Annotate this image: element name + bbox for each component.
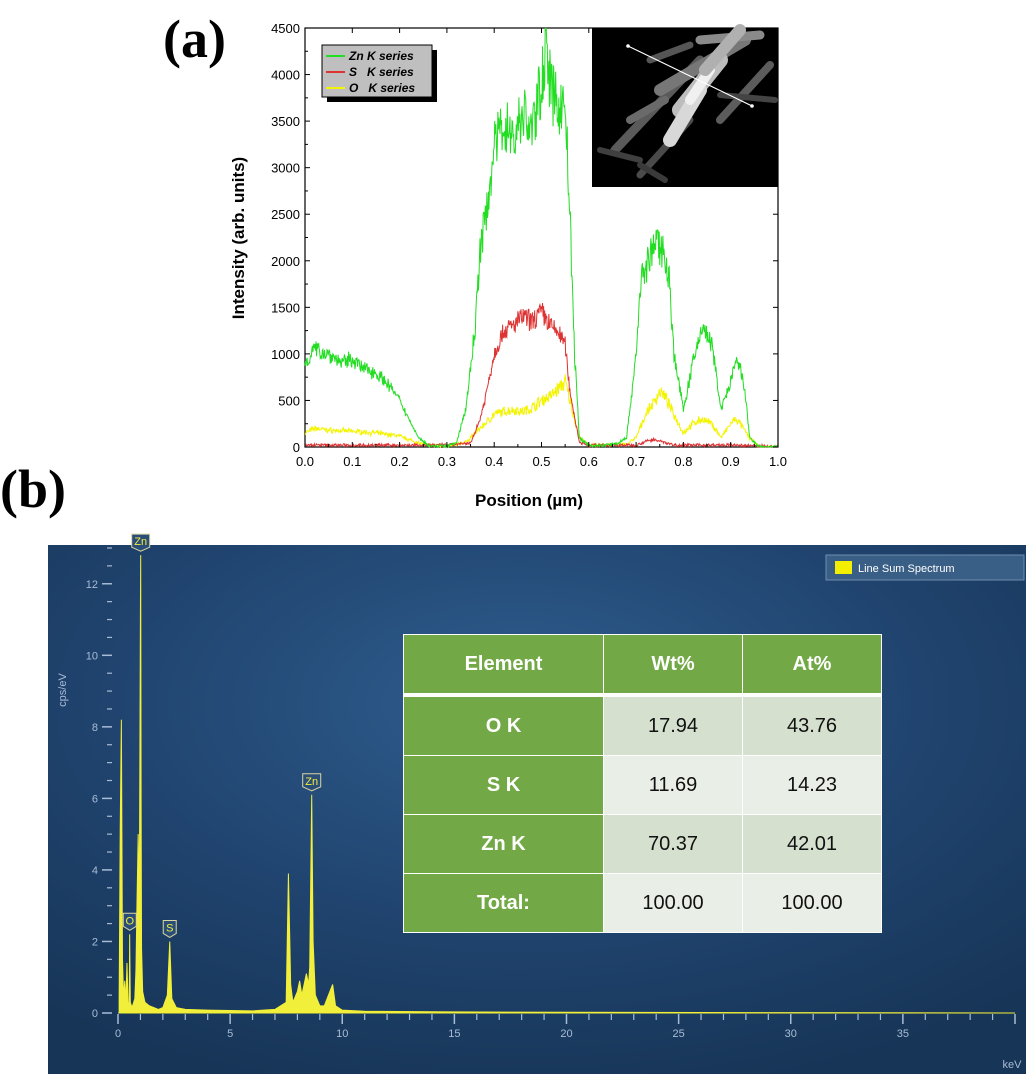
row-wt: 100.00	[603, 873, 743, 933]
spectrum-x-tick: 20	[560, 1028, 572, 1040]
row-wt: 17.94	[603, 694, 743, 756]
spectrum-x-tick: 5	[227, 1028, 233, 1040]
row-at: 14.23	[742, 755, 882, 815]
spectrum-y-tick: 4	[92, 865, 98, 877]
spectrum-x-tick: 25	[673, 1028, 685, 1040]
x-tick-label: 0.5	[532, 454, 550, 469]
row-element: S K	[403, 755, 604, 815]
spectrum-legend: Line Sum Spectrum	[825, 554, 1025, 581]
composition-table: Element Wt% At% O K 17.94 43.76 S K 11.6…	[403, 634, 882, 933]
peak-label: Zn	[302, 773, 322, 792]
series-line-1	[304, 302, 779, 449]
spectrum-x-tick: 10	[336, 1028, 348, 1040]
legend-a: Zn K series S K series O K series	[321, 44, 437, 102]
y-tick-label: 500	[278, 393, 300, 408]
y-tick-label: 2000	[271, 254, 300, 269]
spectrum-x-tick: 15	[448, 1028, 460, 1040]
row-wt: 11.69	[603, 755, 743, 815]
x-tick-label: 0.2	[391, 454, 409, 469]
spectrum-y-tick: 10	[86, 650, 98, 662]
header-wt: Wt%	[603, 634, 743, 697]
spectrum-y-tick: 0	[92, 1008, 98, 1020]
table-header-row: Element Wt% At%	[403, 634, 882, 697]
row-at: 100.00	[742, 873, 882, 933]
x-axis-title: Position (µm)	[475, 491, 583, 510]
y-tick-label: 3000	[271, 161, 300, 176]
spectrum-peak-labels: Zn O S Zn	[122, 533, 322, 939]
svg-text:Zn: Zn	[305, 776, 318, 788]
panel-a-label: (a)	[163, 9, 226, 69]
spectrum-legend-label: Line Sum Spectrum	[858, 563, 955, 575]
peak-label: O	[122, 912, 137, 931]
peak-label: Zn	[131, 533, 151, 552]
header-element: Element	[403, 634, 604, 697]
y-tick-label: 3500	[271, 114, 300, 129]
spectrum-y-tick: 2	[92, 936, 98, 948]
y-tick-label: 4500	[271, 21, 300, 36]
row-element: O K	[403, 694, 604, 756]
x-tick-label: 0.0	[296, 454, 314, 469]
x-tick-label: 0.8	[674, 454, 692, 469]
x-tick-label: 0.1	[343, 454, 361, 469]
series-line-2	[304, 374, 779, 449]
table-row: S K 11.69 14.23	[403, 755, 882, 815]
x-tick-label: 1.0	[769, 454, 787, 469]
table-row: Total: 100.00 100.00	[403, 873, 882, 933]
spectrum-y-label: cps/eV	[57, 673, 69, 707]
spectrum-x-label: keV	[1003, 1059, 1023, 1071]
y-tick-label: 2500	[271, 207, 300, 222]
axis-ticks-a: 0.0 0.1 0.2 0.3 0.4 0.5 0.6 0.7 0.8 0.9 1.0 0 500 100…	[271, 21, 787, 469]
table-row: Zn K 70.37 42.01	[403, 814, 882, 874]
line-profile-chart: 0.0 0.1 0.2 0.3 0.4 0.5 0.6 0.7 0.8 0.9 1.0 0 500 100…	[229, 21, 787, 510]
table-row: O K 17.94 43.76	[403, 694, 882, 756]
line-series-group	[304, 27, 779, 449]
peak-label: S	[162, 919, 177, 939]
legend-o: O K series	[349, 81, 415, 95]
x-tick-label: 0.4	[485, 454, 503, 469]
spectrum-x-tick: 0	[115, 1028, 121, 1040]
y-axis-title: Intensity (arb. units)	[229, 157, 248, 319]
sem-inset-image	[592, 24, 778, 187]
spectrum-y-tick: 8	[92, 722, 98, 734]
legend-s: S K series	[349, 65, 414, 79]
y-tick-label: 1500	[271, 300, 300, 315]
row-element: Total:	[403, 873, 604, 933]
row-at: 42.01	[742, 814, 882, 874]
row-wt: 70.37	[603, 814, 743, 874]
row-element: Zn K	[403, 814, 604, 874]
spectrum-x-tick: 30	[785, 1028, 797, 1040]
legend-zn: Zn K series	[348, 49, 414, 63]
x-tick-label: 0.3	[438, 454, 456, 469]
row-at: 43.76	[742, 694, 882, 756]
y-tick-label: 4000	[271, 68, 300, 83]
svg-text:S: S	[166, 922, 173, 934]
spectrum-y-tick: 12	[86, 579, 98, 591]
x-tick-label: 0.9	[722, 454, 740, 469]
spectrum-y-tick: 6	[92, 793, 98, 805]
y-tick-label: 1000	[271, 347, 300, 362]
x-tick-label: 0.7	[627, 454, 645, 469]
header-at: At%	[742, 634, 882, 697]
y-tick-label: 0	[293, 440, 300, 455]
x-tick-label: 0.6	[580, 454, 598, 469]
svg-text:O: O	[125, 915, 134, 927]
svg-text:Zn: Zn	[134, 536, 147, 548]
series-line-0	[304, 27, 779, 449]
panel-b-label: (b)	[0, 459, 66, 519]
spectrum-x-tick: 35	[897, 1028, 909, 1040]
